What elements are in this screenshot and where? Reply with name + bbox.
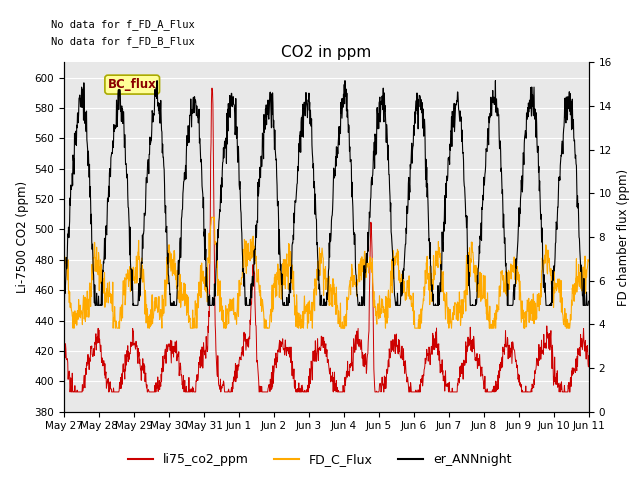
- Text: BC_flux: BC_flux: [108, 78, 157, 91]
- Text: No data for f_FD_A_Flux: No data for f_FD_A_Flux: [51, 19, 195, 30]
- Title: CO2 in ppm: CO2 in ppm: [281, 45, 372, 60]
- Legend: li75_co2_ppm, FD_C_Flux, er_ANNnight: li75_co2_ppm, FD_C_Flux, er_ANNnight: [124, 448, 516, 471]
- Y-axis label: FD chamber flux (ppm): FD chamber flux (ppm): [618, 168, 630, 306]
- Text: No data for f_FD_B_Flux: No data for f_FD_B_Flux: [51, 36, 195, 47]
- Y-axis label: Li-7500 CO2 (ppm): Li-7500 CO2 (ppm): [16, 181, 29, 293]
